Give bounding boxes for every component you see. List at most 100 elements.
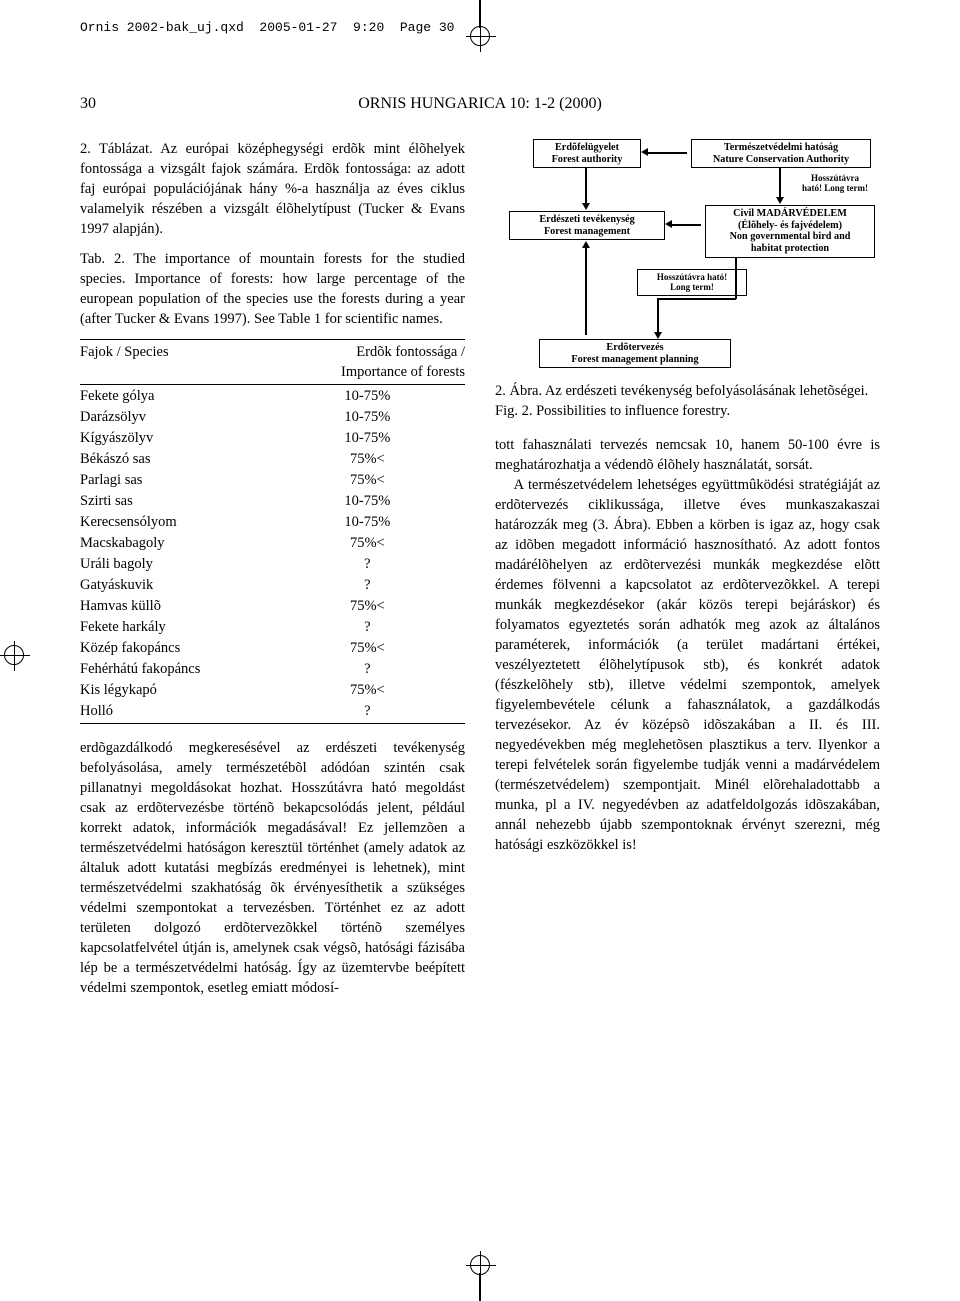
cell-species: Kis légykapó — [80, 679, 270, 700]
cell-species: Közép fakopáncs — [80, 637, 270, 658]
cell-value: 75%< — [270, 469, 465, 490]
caption-hu: 2. Ábra. Az erdészeti tevékenység befoly… — [495, 383, 868, 399]
label: (Élõhely- és fajvédelem) — [738, 220, 842, 231]
node-forest-authority: Erdõfelügyelet Forest authority — [533, 139, 641, 168]
cell-value: 75%< — [270, 679, 465, 700]
node-forest-management: Erdészeti tevékenység Forest management — [509, 211, 665, 240]
table-row: Fehérhátú fakopáncs? — [80, 658, 465, 679]
label: Nature Conservation Authority — [713, 154, 849, 165]
arrowhead-icon — [665, 220, 672, 228]
label: Erdõfelügyelet — [555, 142, 619, 153]
edge — [647, 152, 687, 154]
table-row: Hamvas küllõ75%< — [80, 595, 465, 616]
table-row: Macskabagoly75%< — [80, 532, 465, 553]
table-row: Szirti sas10-75% — [80, 490, 465, 511]
cell-species: Kerecsensólyom — [80, 511, 270, 532]
label: Forest management — [544, 226, 630, 237]
th-species: Fajok / Species — [80, 340, 270, 385]
table2-caption-en: Tab. 2. The importance of mountain fores… — [80, 249, 465, 329]
label: Non governmental bird and — [730, 231, 851, 242]
left-column: 2. Táblázat. Az európai középhegységi er… — [80, 139, 465, 998]
table-row: Kis légykapó75%< — [80, 679, 465, 700]
table-row: Fekete harkály? — [80, 616, 465, 637]
figure-2-caption: 2. Ábra. Az erdészeti tevékenység befoly… — [495, 381, 880, 421]
cell-species: Szirti sas — [80, 490, 270, 511]
table-row: Békászó sas75%< — [80, 448, 465, 469]
th-line2: Importance of forests — [341, 364, 465, 380]
cell-value: 10-75% — [270, 406, 465, 427]
cell-value: ? — [270, 658, 465, 679]
cell-value: 10-75% — [270, 511, 465, 532]
label: habitat protection — [751, 243, 829, 254]
label: Forest management planning — [571, 354, 698, 365]
cell-value: 10-75% — [270, 427, 465, 448]
figure-2-diagram: Erdõfelügyelet Forest authority Természe… — [495, 139, 880, 369]
edge — [657, 298, 659, 334]
cell-species: Darázsölyv — [80, 406, 270, 427]
cell-value: 75%< — [270, 637, 465, 658]
cell-species: Macskabagoly — [80, 532, 270, 553]
edge — [657, 298, 736, 300]
cell-species: Békászó sas — [80, 448, 270, 469]
edge — [585, 167, 587, 205]
species-table: Fajok / Species Erdõk fontossága / Impor… — [80, 339, 465, 724]
node-nature-authority: Természetvédelmi hatóság Nature Conserva… — [691, 139, 871, 168]
edge — [585, 247, 587, 335]
page-header: 30 ORNIS HUNGARICA 10: 1-2 (2000) — [80, 95, 880, 113]
table2-caption-hu: 2. Táblázat. Az európai középhegységi er… — [80, 139, 465, 239]
label: Hosszútávra — [811, 173, 859, 183]
table-row: Kígyászölyv10-75% — [80, 427, 465, 448]
table-row: Uráli bagoly? — [80, 553, 465, 574]
cell-species: Kígyászölyv — [80, 427, 270, 448]
th-line1: Erdõk fontossága / — [356, 344, 465, 360]
node-civil-bird-protection: Civil MADÁRVÉDELEM (Élõhely- és fajvédel… — [705, 205, 875, 258]
register-mark — [4, 645, 24, 665]
table-row: Közép fakopáncs75%< — [80, 637, 465, 658]
cell-species: Parlagi sas — [80, 469, 270, 490]
edge — [779, 167, 781, 199]
arrowhead-icon — [641, 148, 648, 156]
register-mark — [470, 26, 490, 46]
cell-species: Hamvas küllõ — [80, 595, 270, 616]
cell-value: ? — [270, 553, 465, 574]
right-column: Erdõfelügyelet Forest authority Természe… — [495, 139, 880, 998]
note-longterm-internal: Hosszútávra ható! Long term! — [637, 269, 747, 296]
label: Erdészeti tevékenység — [539, 214, 634, 225]
left-body-text: erdõgazdálkodó megkeresésével az erdésze… — [80, 738, 465, 998]
right-body-text: tott fahasználati tervezés nemcsak 10, h… — [495, 435, 880, 855]
cell-value: 10-75% — [270, 490, 465, 511]
cell-value: 10-75% — [270, 385, 465, 407]
label: Hosszútávra ható! — [657, 272, 727, 282]
cell-species: Gatyáskuvik — [80, 574, 270, 595]
label: Forest authority — [552, 154, 623, 165]
edge — [671, 224, 701, 226]
table-row: Fekete gólya10-75% — [80, 385, 465, 407]
label: Természetvédelmi hatóság — [724, 142, 838, 153]
label: ható! Long term! — [802, 183, 868, 193]
note-longterm: Hosszútávra ható! Long term! — [795, 173, 875, 193]
cell-value: ? — [270, 700, 465, 723]
journal-title: ORNIS HUNGARICA 10: 1-2 (2000) — [120, 95, 840, 113]
cell-value: 75%< — [270, 595, 465, 616]
table-row: Holló? — [80, 700, 465, 723]
table-row: Parlagi sas75%< — [80, 469, 465, 490]
caption-en: Fig. 2. Possibilities to influence fores… — [495, 401, 880, 421]
cell-species: Fekete harkály — [80, 616, 270, 637]
label: Long term! — [670, 282, 714, 292]
page: Ornis 2002-bak_uj.qxd 2005-01-27 9:20 Pa… — [0, 0, 960, 1301]
table-row: Gatyáskuvik? — [80, 574, 465, 595]
label: Civil MADÁRVÉDELEM — [733, 208, 847, 219]
table-row: Darázsölyv10-75% — [80, 406, 465, 427]
arrowhead-icon — [582, 241, 590, 248]
cell-value: 75%< — [270, 448, 465, 469]
page-number: 30 — [80, 95, 120, 113]
table-row: Kerecsensólyom10-75% — [80, 511, 465, 532]
cell-species: Uráli bagoly — [80, 553, 270, 574]
arrowhead-icon — [582, 203, 590, 210]
arrowhead-icon — [654, 332, 662, 339]
cell-species: Fehérhátú fakopáncs — [80, 658, 270, 679]
label: Erdõtervezés — [606, 342, 663, 353]
cell-species: Fekete gólya — [80, 385, 270, 407]
cell-value: 75%< — [270, 532, 465, 553]
cell-value: ? — [270, 574, 465, 595]
